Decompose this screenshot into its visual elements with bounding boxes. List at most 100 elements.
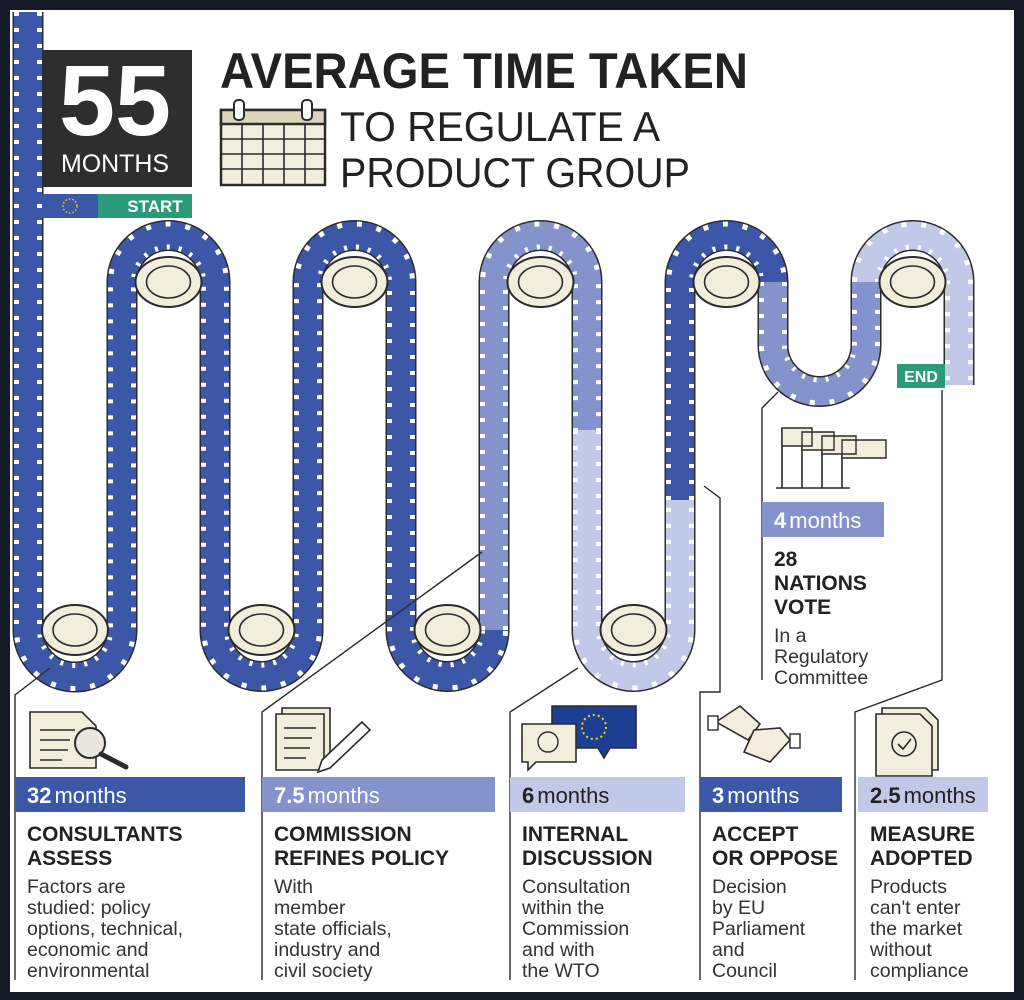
pulley-hub bbox=[52, 613, 98, 647]
eu-stars bbox=[62, 198, 78, 214]
stage-description: environmental bbox=[27, 960, 149, 982]
pulley-hub bbox=[145, 265, 192, 299]
stage-description: Consultation bbox=[522, 876, 630, 898]
stage-title: MEASURE bbox=[870, 823, 975, 846]
stage-description: Commission bbox=[522, 918, 629, 940]
end-label-bg bbox=[897, 364, 945, 388]
pulley-hub bbox=[331, 265, 378, 299]
duration-bar bbox=[510, 777, 685, 812]
header-number: 55 bbox=[59, 45, 171, 157]
title-line: PRODUCT GROUP bbox=[340, 149, 690, 196]
header-unit: MONTHS bbox=[61, 150, 169, 178]
stage-description: Council bbox=[712, 960, 777, 982]
duration-label: 2.5 months bbox=[870, 783, 976, 808]
eu-flag bbox=[42, 194, 98, 218]
duration-value: 32 bbox=[27, 783, 51, 808]
handshake-icon bbox=[707, 704, 801, 763]
pulley-hub bbox=[610, 613, 657, 647]
title-line: AVERAGE TIME TAKEN bbox=[220, 43, 748, 99]
document-search-icon bbox=[29, 711, 129, 770]
belt bbox=[12, 12, 975, 693]
pulley-hub bbox=[703, 265, 750, 299]
stage-title: VOTE bbox=[774, 596, 831, 619]
stage-description: Committee bbox=[774, 667, 868, 689]
documents-pen-icon bbox=[275, 707, 372, 774]
duration-bar bbox=[700, 777, 842, 812]
stage-title: 28 bbox=[774, 548, 798, 571]
duration-label: 4 months bbox=[774, 508, 861, 533]
stage-title: COMMISSION bbox=[274, 823, 412, 846]
discussion-icon bbox=[521, 705, 637, 772]
stage-description: and with bbox=[522, 939, 595, 961]
stage-description: civil society bbox=[274, 960, 373, 982]
duration-value: 4 bbox=[774, 508, 787, 533]
stage-description: within the bbox=[521, 897, 604, 919]
pulley-hub bbox=[889, 265, 936, 299]
stage-description: can't enter bbox=[870, 897, 961, 919]
duration-unit: months bbox=[789, 508, 861, 533]
duration-bar bbox=[858, 777, 988, 812]
duration-label: 6 months bbox=[522, 783, 609, 808]
stage-description: state officials, bbox=[274, 918, 392, 940]
stage-description: the WTO bbox=[522, 960, 600, 982]
stage-description: With bbox=[274, 876, 313, 898]
stage-description: Decision bbox=[712, 876, 787, 898]
belt-core bbox=[19, 12, 503, 686]
check-document-icon bbox=[875, 707, 939, 777]
belt-core bbox=[857, 226, 968, 385]
stage-description: by EU bbox=[712, 897, 765, 919]
stage-description: without bbox=[869, 939, 932, 961]
duration-unit: months bbox=[308, 783, 380, 808]
duration-value: 2.5 bbox=[870, 783, 901, 808]
stage-description: options, technical, bbox=[27, 918, 183, 940]
stage-description: Parliament bbox=[712, 918, 806, 940]
belt-core bbox=[671, 226, 782, 500]
stage-description: Products bbox=[870, 876, 947, 898]
stage-description: Regulatory bbox=[774, 646, 869, 668]
start-label: START bbox=[127, 197, 183, 216]
calendar-icon bbox=[219, 99, 327, 187]
duration-value: 7.5 bbox=[274, 783, 305, 808]
stage-title: DISCUSSION bbox=[522, 847, 653, 870]
duration-unit: months bbox=[904, 783, 976, 808]
end-label: END bbox=[904, 369, 938, 386]
stage-title: ACCEPT bbox=[712, 823, 799, 846]
pulley-hub bbox=[238, 613, 285, 647]
belt-core bbox=[578, 430, 689, 686]
duration-value: 3 bbox=[712, 783, 724, 808]
duration-unit: months bbox=[54, 783, 126, 808]
stage-description: the market bbox=[870, 918, 963, 940]
duration-unit: months bbox=[727, 783, 799, 808]
stage-description: member bbox=[274, 897, 346, 919]
stage-title: REFINES POLICY bbox=[274, 847, 449, 870]
belt-core bbox=[764, 282, 875, 401]
header-box bbox=[42, 50, 192, 187]
title-line: TO REGULATE A bbox=[340, 103, 660, 150]
stage-description: compliance bbox=[870, 960, 969, 982]
stage-title: INTERNAL bbox=[522, 823, 628, 846]
belt-core bbox=[485, 226, 596, 630]
pulley-hub bbox=[424, 613, 471, 647]
pulleys bbox=[41, 256, 947, 656]
duration-bar bbox=[15, 777, 245, 812]
stage-title: OR OPPOSE bbox=[712, 847, 838, 870]
stage-description: and bbox=[712, 939, 745, 961]
stage-description: economic and bbox=[27, 939, 148, 961]
stage-title: ADOPTED bbox=[870, 847, 973, 870]
duration-unit: months bbox=[537, 783, 609, 808]
duration-label: 7.5 months bbox=[274, 783, 380, 808]
duration-label: 32 months bbox=[27, 783, 127, 808]
stage-title: NATIONS bbox=[774, 572, 867, 595]
flags-icon bbox=[776, 427, 887, 489]
stage-title: ASSESS bbox=[27, 847, 112, 870]
stage-description: studied: policy bbox=[27, 897, 151, 919]
start-label-bg bbox=[98, 194, 192, 218]
stage-description: industry and bbox=[274, 939, 380, 961]
pulley-hub bbox=[517, 265, 564, 299]
stage-title: CONSULTANTS bbox=[27, 823, 183, 846]
duration-value: 6 bbox=[522, 783, 534, 808]
duration-bar bbox=[762, 502, 884, 537]
duration-bar bbox=[262, 777, 495, 812]
